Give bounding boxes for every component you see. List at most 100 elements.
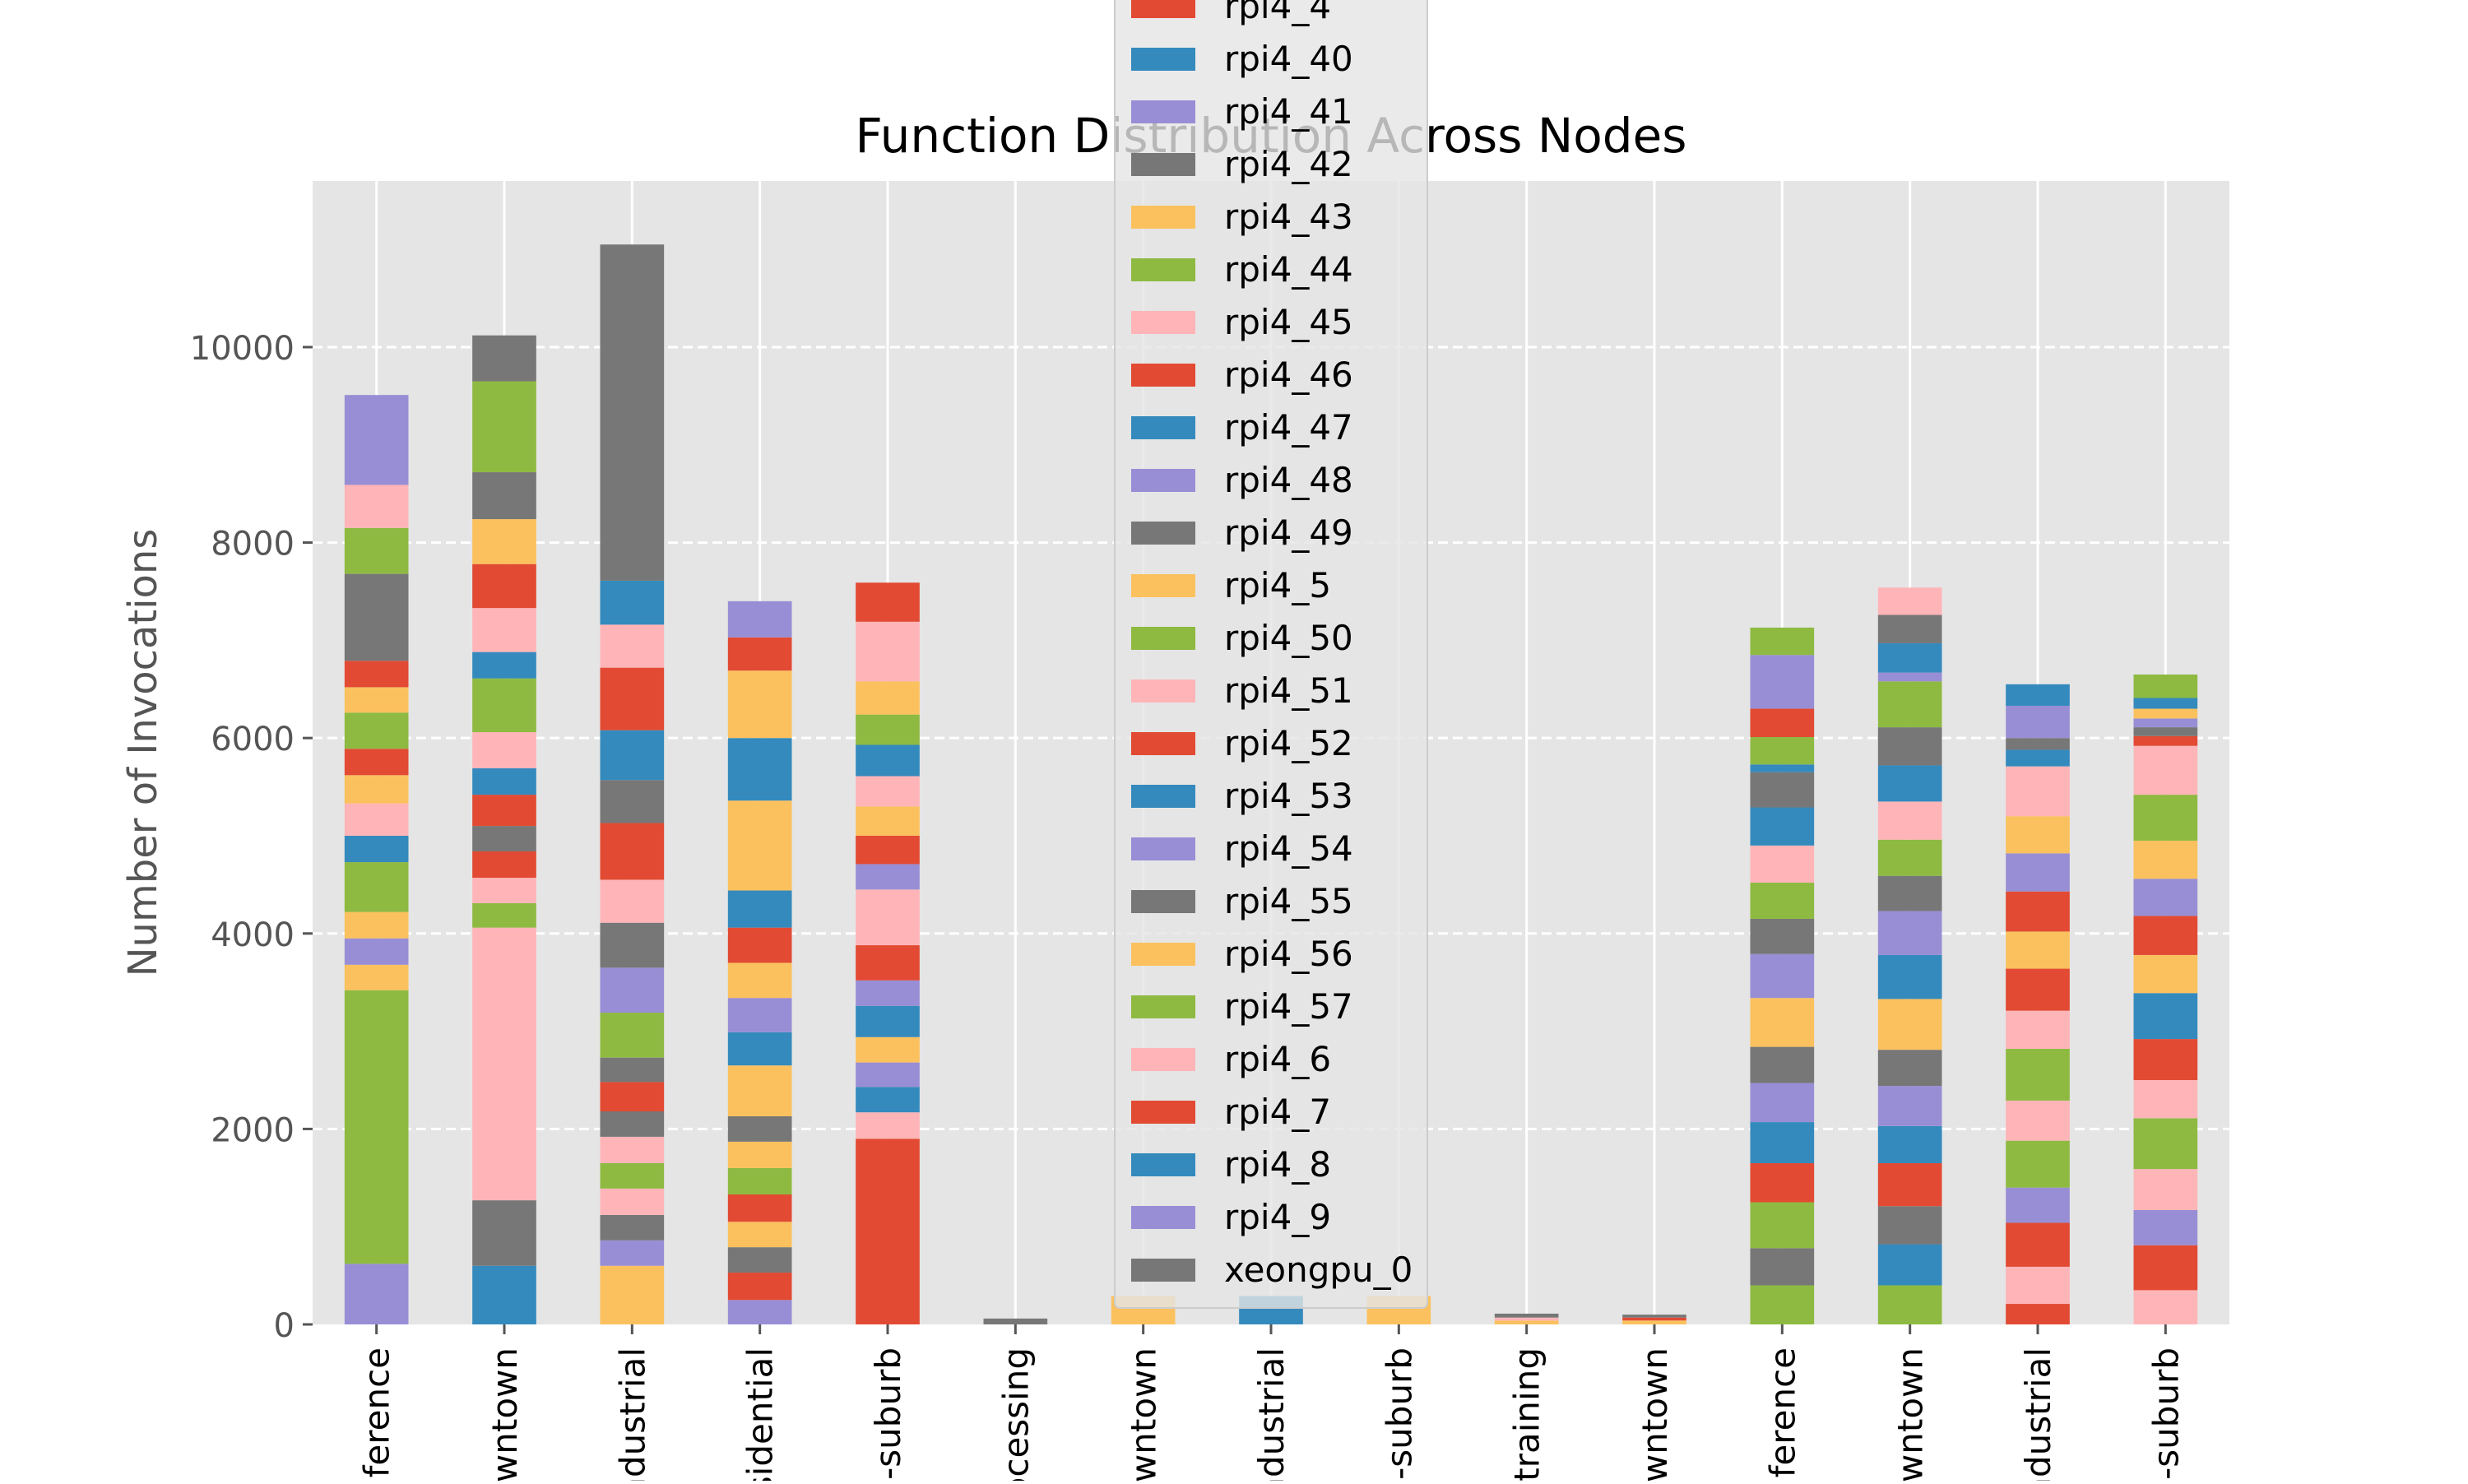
legend-label: rpi4_44 [1224,249,1353,290]
bar-segment [2006,738,2070,750]
bar-segment [2006,1304,2070,1324]
legend-swatch [1131,469,1195,492]
legend-label: rpi4_57 [1224,986,1353,1027]
bar-segment [344,749,409,776]
bar-segment [472,652,536,679]
legend-label: rpi4_41 [1224,91,1353,132]
bar-segment [2133,1118,2198,1170]
bar-segment [1877,765,1942,802]
legend-swatch [1131,679,1195,703]
bar-segment [1750,1248,1815,1286]
bar-segment [2133,1245,2198,1291]
bar-segment [1750,883,1815,919]
legend-swatch [1131,890,1195,913]
y-tick-label: 2000 [211,1111,295,1149]
bar-segment [727,962,792,999]
bar-segment [1750,1285,1815,1324]
bar-segment [727,927,792,963]
legend-label: rpi4_51 [1224,670,1353,711]
bar-segment [472,851,536,879]
y-tick-label: 0 [274,1307,295,1345]
bar-segment [344,687,409,713]
legend-swatch [1131,311,1195,334]
bar-segment [2133,795,2198,841]
bar-segment [1877,839,1942,876]
legend-label: rpi4_7 [1224,1092,1331,1132]
legend-label: rpi4_53 [1224,776,1353,816]
legend-label: rpi4_43 [1224,197,1353,237]
x-tick-label: ndustrial [2018,1347,2058,1481]
bar-segment [1877,642,1942,673]
bar-segment [2133,954,2198,994]
x-tick-label: e-suburb [868,1347,908,1481]
bar-segment [600,967,665,1013]
bar-segment [2133,1039,2198,1080]
y-tick-label: 10000 [190,330,295,368]
bar-segment [472,1265,536,1324]
legend-swatch [1131,100,1195,123]
bar-segment [600,1240,665,1266]
bar-segment [2133,674,2198,698]
x-tick-label: wntown [1890,1347,1931,1481]
bar-segment [856,1087,920,1113]
bar-segment [2133,727,2198,736]
bar-segment [1750,708,1815,737]
bar-segment [344,775,409,804]
bar-segment [2133,1290,2198,1324]
bar-segment [2006,684,2070,706]
bar-segment [1877,1162,1942,1207]
x-tick-label: n-suburb [1379,1347,1419,1481]
x-tick-label: ocessing [995,1347,1036,1481]
bar-segment [2133,1079,2198,1119]
bar-segment [600,624,665,668]
bar-segment [600,1013,665,1058]
bar-segment [1750,627,1815,656]
legend-label: rpi4_48 [1224,460,1353,500]
bar-segment [727,670,792,739]
bar-segment [856,1112,920,1139]
bar-segment [1750,918,1815,954]
bar-segment [1877,1125,1942,1163]
bar-segment [856,1062,920,1087]
bar-segment [2006,749,2070,767]
legend-label: rpi4_40 [1224,39,1353,79]
legend-label: rpi4_47 [1224,407,1353,448]
bar-segment [1750,807,1815,846]
bar-segment [856,945,920,981]
bar-segment [2133,879,2198,916]
bar-segment [472,1200,536,1266]
legend-label: rpi4_46 [1224,355,1353,395]
bar-segment [2133,735,2198,746]
bar-segment [472,678,536,733]
bars-group [344,244,2198,1324]
bar-segment [727,1167,792,1194]
bar-segment [856,889,920,946]
bar-segment [472,732,536,769]
bar-segment [1494,1313,1559,1318]
y-axis-label: Number of Invocations [120,529,166,977]
bar-segment [1877,1206,1942,1245]
legend-swatch [1131,1101,1195,1124]
bar-segment [727,1194,792,1222]
bar-segment [1877,681,1942,728]
bar-segment [2006,931,2070,969]
bar-segment [344,661,409,688]
legend-swatch [1131,364,1195,387]
bar-segment [472,768,536,795]
bar-segment [1494,1317,1559,1321]
bar-segment [472,608,536,652]
bar-segment [1877,954,1942,999]
bar-segment [1750,1122,1815,1163]
bar-segment [1750,845,1815,883]
legend-swatch [1131,1048,1195,1071]
bar-segment [727,1247,792,1273]
bar-segment [1877,587,1942,615]
legend-swatch [1131,1259,1195,1282]
bar-segment [727,1115,792,1142]
legend-label: rpi4_8 [1224,1144,1331,1185]
legend-label: rpi4_54 [1224,828,1353,869]
legend-swatch [1131,153,1195,176]
bar-segment [600,730,665,781]
bar-segment [2006,1048,2070,1101]
